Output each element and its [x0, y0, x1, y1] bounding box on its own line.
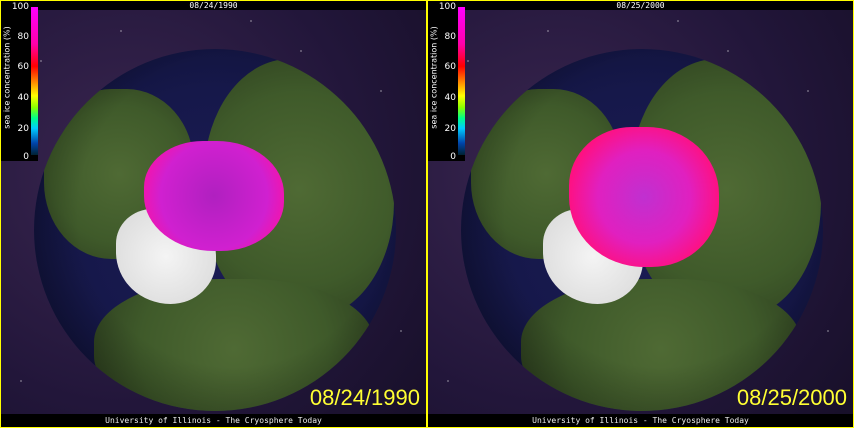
arctic-globe: [461, 49, 823, 411]
map-panel-2000: 08/25/2000 100 80 60 40 20 0 sea ice con…: [427, 0, 854, 428]
arctic-globe: [34, 49, 396, 411]
colorbar-tick: 60: [17, 62, 29, 72]
panel-footer: University of Illinois - The Cryosphere …: [1, 414, 426, 427]
colorbar-legend: 100 80 60 40 20 0 sea ice concentration …: [1, 1, 38, 162]
panel-header: 08/24/1990: [1, 1, 426, 10]
colorbar-tick: 100: [11, 2, 29, 12]
colorbar-legend: 100 80 60 40 20 0 sea ice concentration …: [428, 1, 465, 162]
colorbar-tick: 20: [17, 124, 29, 134]
colorbar-label: sea ice concentration (%): [2, 26, 12, 129]
colorbar-tick: 0: [450, 152, 456, 162]
colorbar-tick: 100: [438, 2, 456, 12]
colorbar-tick: 20: [444, 124, 456, 134]
date-stamp: 08/25/2000: [736, 385, 847, 410]
colorbar-tick: 40: [17, 93, 29, 103]
colorbar-tick: 60: [444, 62, 456, 72]
colorbar-tick: 80: [444, 32, 456, 42]
colorbar-tick: 40: [444, 93, 456, 103]
panel-header: 08/25/2000: [428, 1, 853, 10]
map-panel-1990: 08/24/1990 100 80 60 40 20 0 sea ice con…: [0, 0, 427, 428]
globe-shading: [34, 49, 396, 411]
colorbar-tick: 0: [23, 152, 29, 162]
colorbar-gradient: [458, 7, 465, 155]
panel-footer: University of Illinois - The Cryosphere …: [428, 414, 853, 427]
date-stamp: 08/24/1990: [309, 385, 420, 410]
colorbar-tick: 80: [17, 32, 29, 42]
globe-shading: [461, 49, 823, 411]
colorbar-gradient: [31, 7, 38, 155]
colorbar-label: sea ice concentration (%): [429, 26, 439, 129]
